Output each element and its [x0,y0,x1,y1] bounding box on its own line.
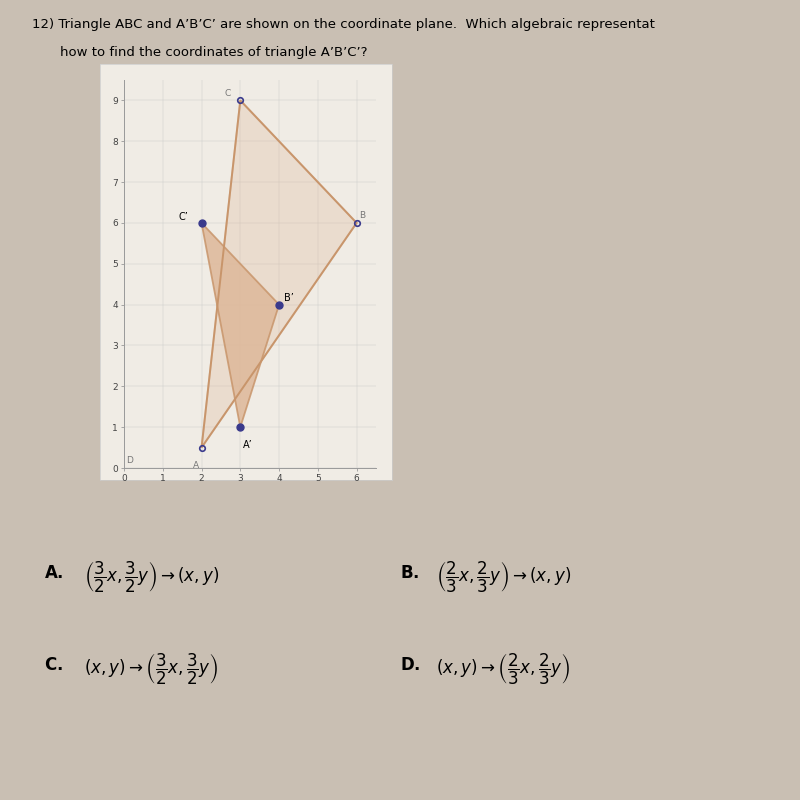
Text: A’: A’ [243,439,253,450]
Text: D: D [126,456,134,465]
Text: A: A [193,461,199,470]
Text: C’: C’ [178,212,188,222]
Text: $\left(\dfrac{3}{2}x,\dfrac{3}{2}y\right)\rightarrow(x,y)$: $\left(\dfrac{3}{2}x,\dfrac{3}{2}y\right… [84,560,219,595]
Text: $\left(\dfrac{2}{3}x,\dfrac{2}{3}y\right)\rightarrow(x,y)$: $\left(\dfrac{2}{3}x,\dfrac{2}{3}y\right… [436,560,571,595]
Text: $\mathbf{C.}$: $\mathbf{C.}$ [44,656,63,674]
Text: how to find the coordinates of triangle A’B’C’?: how to find the coordinates of triangle … [60,46,367,58]
Text: B’: B’ [284,294,294,303]
Text: $\mathbf{D.}$: $\mathbf{D.}$ [400,656,421,674]
Text: C: C [225,90,231,98]
Polygon shape [202,223,279,427]
Text: $(x,y)\rightarrow\left(\dfrac{3}{2}x,\dfrac{3}{2}y\right)$: $(x,y)\rightarrow\left(\dfrac{3}{2}x,\df… [84,652,218,687]
Text: $\mathbf{B.}$: $\mathbf{B.}$ [400,564,419,582]
Text: 12) Triangle ABC and A’B’C’ are shown on the coordinate plane.  Which algebraic : 12) Triangle ABC and A’B’C’ are shown on… [32,18,655,30]
Text: $\mathbf{A.}$: $\mathbf{A.}$ [44,564,63,582]
Text: B: B [359,211,366,220]
Text: $(x,y)\rightarrow\left(\dfrac{2}{3}x,\dfrac{2}{3}y\right)$: $(x,y)\rightarrow\left(\dfrac{2}{3}x,\df… [436,652,570,687]
Polygon shape [202,101,357,447]
